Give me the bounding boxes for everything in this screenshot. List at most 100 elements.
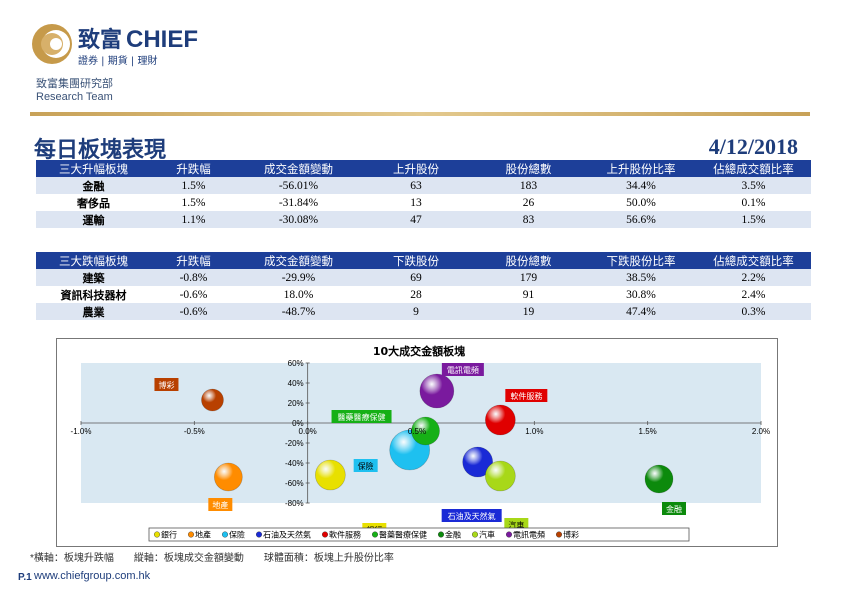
legend-marker <box>556 531 563 538</box>
bubble-label-bg <box>505 389 548 402</box>
col-header: 佔總成交額比率 <box>696 252 811 269</box>
table-cell: -31.84% <box>236 194 361 211</box>
bubble <box>419 373 455 409</box>
x-tick-label: 1.5% <box>639 427 657 436</box>
table-cell: 34.4% <box>586 177 696 194</box>
brand-cn: 致富 <box>78 27 122 53</box>
table-cell: 0.3% <box>696 303 811 320</box>
table-cell: -56.01% <box>236 177 361 194</box>
col-header: 股份總數 <box>471 160 586 177</box>
legend-marker <box>472 531 479 538</box>
bubble <box>315 459 346 491</box>
bubble <box>201 388 224 412</box>
dept-en: Research Team <box>36 91 113 103</box>
table-cell: 47.4% <box>586 303 696 320</box>
bubble-label: 博彩 <box>158 380 174 390</box>
website-link[interactable]: www.chiefgroup.com.hk <box>34 570 151 582</box>
table-cell: 30.8% <box>586 286 696 303</box>
report-date: 4/12/2018 <box>708 134 798 159</box>
y-tick-label: -40% <box>285 459 304 468</box>
legend-marker <box>153 531 160 538</box>
sector-name: 資訊科技器材 <box>36 286 151 303</box>
col-header: 升跌幅 <box>151 252 236 269</box>
bubble <box>462 446 493 478</box>
table-cell: 183 <box>471 177 586 194</box>
bubble-label: 石油及天然氣 <box>448 511 496 521</box>
legend-marker <box>322 531 329 538</box>
legend-marker <box>506 531 513 538</box>
table-header-row: 三大升幅板塊 升跌幅 成交金額變動 上升股份 股份總數 上升股份比率 佔總成交額… <box>36 160 811 177</box>
bubble-label-bg <box>662 502 686 515</box>
chart-svg: 10大成交金額板塊 -1.0% -0.5% 0.0% 0.5% 1.0% 1.5% 2.0%… <box>71 344 770 542</box>
gold-divider <box>30 112 810 116</box>
table-cell: 47 <box>361 211 471 228</box>
legend-label: 汽車 <box>479 530 495 540</box>
sector-name: 農業 <box>36 303 151 320</box>
x-tick-label: 2.0% <box>752 427 770 436</box>
bubble-label: 軟件服務 <box>510 391 542 401</box>
y-tick-label: 20% <box>288 399 304 408</box>
table-cell: 56.6% <box>586 211 696 228</box>
x-tick-label: 0.0% <box>299 427 317 436</box>
bubble <box>485 404 516 436</box>
table-cell: -30.08% <box>236 211 361 228</box>
brand-sub: 證券 | 期貨 | 理財 <box>78 54 157 67</box>
table-cell: 19 <box>471 303 586 320</box>
bubble-label-bg <box>154 378 179 391</box>
legend-label: 軟件服務 <box>329 530 361 540</box>
table-cell: 9 <box>361 303 471 320</box>
legend-label: 電訊電頻 <box>513 530 545 540</box>
bubble <box>485 460 516 492</box>
legend-marker <box>255 531 262 538</box>
table-cell: 1.5% <box>696 211 811 228</box>
legend-marker <box>221 531 228 538</box>
table-cell: 26 <box>471 194 586 211</box>
col-header: 佔總成交額比率 <box>696 160 811 177</box>
table-row: 奢侈品 1.5% -31.84% 13 26 50.0% 0.1% <box>36 194 811 211</box>
table-cell: -0.6% <box>151 286 236 303</box>
col-header: 股份總數 <box>471 252 586 269</box>
table-row: 資訊科技器材 -0.6% 18.0% 28 91 30.8% 2.4% <box>36 286 811 303</box>
legend-marker <box>187 531 194 538</box>
bubble <box>214 462 243 492</box>
table-row: 農業 -0.6% -48.7% 9 19 47.4% 0.3% <box>36 303 811 320</box>
sector-name: 金融 <box>36 177 151 194</box>
table-cell: 83 <box>471 211 586 228</box>
legend-label: 銀行 <box>161 530 177 540</box>
chart-title: 10大成交金額板塊 <box>373 344 465 358</box>
bubble-label-bg <box>441 363 484 376</box>
table-cell: 1.1% <box>151 211 236 228</box>
bubble-label-bg <box>353 459 378 472</box>
sector-name: 運輸 <box>36 211 151 228</box>
bubble <box>411 416 440 446</box>
legend-marker <box>372 531 379 538</box>
research-dept: 致富集團研究部 Research Team <box>36 78 113 104</box>
col-header: 下跌股份比率 <box>586 252 696 269</box>
brand-en: CHIEF <box>126 26 198 53</box>
bubble-label: 醫藥醫療保健 <box>338 412 386 422</box>
bubble-label-bg <box>441 509 502 522</box>
bubble-label: 電訊電頻 <box>447 365 479 375</box>
y-tick-label: 0% <box>292 419 304 428</box>
col-header: 三大升幅板塊 <box>36 160 151 177</box>
col-header: 升跌幅 <box>151 160 236 177</box>
table-row: 建築 -0.8% -29.9% 69 179 38.5% 2.2% <box>36 269 811 286</box>
bubble-label-bg <box>331 410 392 423</box>
x-tick-label: -0.5% <box>184 427 205 436</box>
chief-logo: 致富 CHIEF 證券 | 期貨 | 理財 <box>32 24 198 67</box>
table-row: 金融 1.5% -56.01% 63 183 34.4% 3.5% <box>36 177 811 194</box>
col-header: 上升股份比率 <box>586 160 696 177</box>
y-tick-label: -60% <box>285 479 304 488</box>
bubble-label: 汽車 <box>508 520 524 530</box>
bubble-label: 地產 <box>212 500 228 510</box>
table-row: 運輸 1.1% -30.08% 47 83 56.6% 1.5% <box>36 211 811 228</box>
x-tick-label: -1.0% <box>71 427 92 436</box>
table-cell: 38.5% <box>586 269 696 286</box>
legend-label: 博彩 <box>563 530 579 540</box>
bubble-label-bg <box>208 498 233 511</box>
table-cell: 2.4% <box>696 286 811 303</box>
table-cell: 28 <box>361 286 471 303</box>
table-cell: -29.9% <box>236 269 361 286</box>
logo-swirl-icon <box>32 24 72 64</box>
table-cell: -0.8% <box>151 269 236 286</box>
